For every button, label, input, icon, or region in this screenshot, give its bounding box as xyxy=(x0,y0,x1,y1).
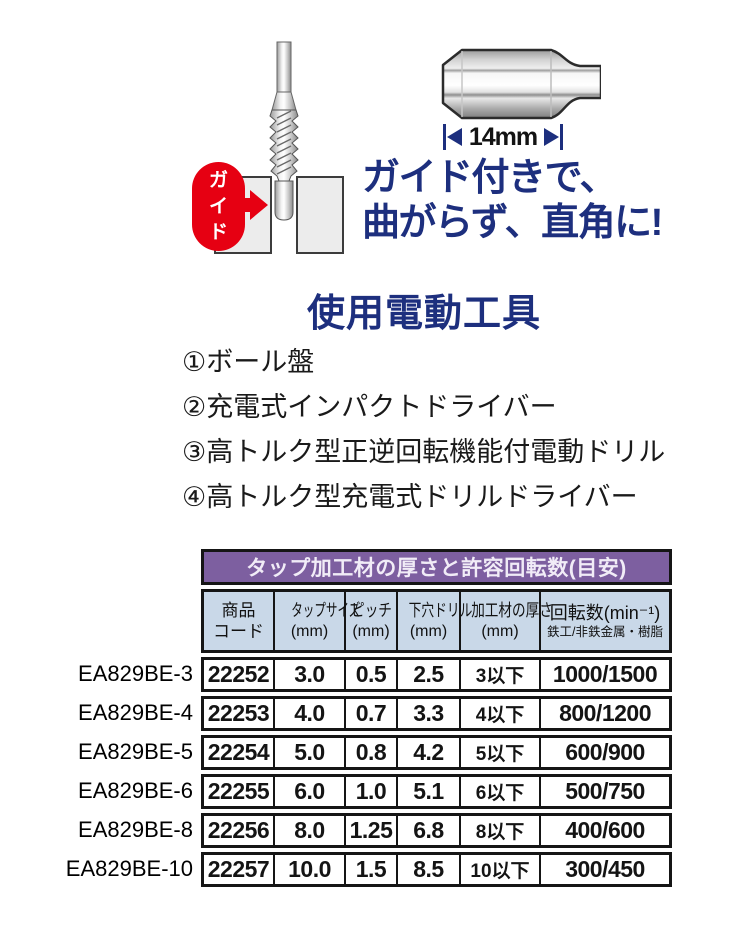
spec-cell: 8.5 xyxy=(398,852,461,887)
guide-badge-label: ガイド xyxy=(208,169,228,243)
spec-header-rpm: 回転数(min⁻¹) 鉄工/非鉄金属・樹脂 xyxy=(541,589,673,653)
spec-cell: 8以下 xyxy=(461,813,541,848)
table-row: 22255 6.0 1.0 5.1 6以下 500/750 xyxy=(201,774,673,809)
tools-list-item: ②充電式インパクトドライバー xyxy=(182,392,557,422)
tap-shank xyxy=(276,41,292,93)
spec-header-tap-size: タップサイズ (mm) xyxy=(275,589,360,653)
spec-cell: 1.5 xyxy=(346,852,398,887)
hex-shank-illustration xyxy=(441,48,601,120)
spec-cell: 4以下 xyxy=(461,696,541,731)
headline-line1: ガイド付きで、 xyxy=(362,157,617,199)
guide-badge: ガイド xyxy=(192,162,245,251)
guide-arrow-icon xyxy=(235,190,268,220)
spec-table: タップ加工材の厚さと許容回転数(目安) 商品 コード タップサイズ (mm) ピ… xyxy=(201,545,673,891)
table-row: 22253 4.0 0.7 3.3 4以下 800/1200 xyxy=(201,696,673,731)
spec-cell: 1.25 xyxy=(346,813,398,848)
spec-header-pilot-drill: 下穴ドリル (mm) xyxy=(398,589,472,653)
spec-cell: 1000/1500 xyxy=(541,657,673,692)
spec-cell: 600/900 xyxy=(541,735,673,770)
dimension-bar-right xyxy=(560,124,564,150)
spec-cell: 5以下 xyxy=(461,735,541,770)
spec-cell: 500/750 xyxy=(541,774,673,809)
product-code-label: EA829BE-5 xyxy=(78,738,193,764)
spec-cell: 6.0 xyxy=(275,774,346,809)
spec-cell: 300/450 xyxy=(541,852,673,887)
spec-cell: 10以下 xyxy=(461,852,541,887)
spec-cell: 5.1 xyxy=(398,774,461,809)
product-code-label: EA829BE-6 xyxy=(78,777,193,803)
dimension-annotation: 14mm xyxy=(428,120,578,154)
spec-cell: 4.0 xyxy=(275,696,346,731)
arrow-left-icon xyxy=(446,128,462,146)
hex-shank-body xyxy=(441,48,601,120)
product-code-label: EA829BE-8 xyxy=(78,816,193,842)
tap-thread-hatching xyxy=(276,110,292,175)
spec-cell: 22257 xyxy=(201,852,275,887)
spec-table-title-row: タップ加工材の厚さと許容回転数(目安) xyxy=(201,549,673,585)
arrow-right-icon xyxy=(544,128,560,146)
spec-table-title: タップ加工材の厚さと許容回転数(目安) xyxy=(201,549,673,585)
spec-cell: 1.0 xyxy=(346,774,398,809)
spec-cell: 6以下 xyxy=(461,774,541,809)
spec-cell: 0.7 xyxy=(346,696,398,731)
spec-cell: 0.5 xyxy=(346,657,398,692)
product-code-label: EA829BE-4 xyxy=(78,699,193,725)
spec-cell: 10.0 xyxy=(275,852,346,887)
spec-cell: 22254 xyxy=(201,735,275,770)
table-row: 22252 3.0 0.5 2.5 3以下 1000/1500 xyxy=(201,657,673,692)
product-code-label: EA829BE-3 xyxy=(78,660,193,686)
spec-cell: 22253 xyxy=(201,696,275,731)
spec-cell: 400/600 xyxy=(541,813,673,848)
workpiece-right-block xyxy=(296,176,344,254)
product-code-label: EA829BE-10 xyxy=(65,855,193,881)
tools-list-item: ③高トルク型正逆回転機能付電動ドリル xyxy=(182,437,666,467)
tools-heading: 使用電動工具 xyxy=(306,293,541,335)
spec-header-pitch: ピッチ (mm) xyxy=(346,589,398,653)
spec-cell: 8.0 xyxy=(275,813,346,848)
tools-list-item: ①ボール盤 xyxy=(182,347,315,377)
spec-cell: 22252 xyxy=(201,657,275,692)
tools-list: ①ボール盤 ②充電式インパクトドライバー ③高トルク型正逆回転機能付電動ドリル … xyxy=(182,340,665,520)
spec-cell: 22255 xyxy=(201,774,275,809)
tools-list-item: ④高トルク型充電式ドリルドライバー xyxy=(182,482,638,512)
spec-cell: 2.5 xyxy=(398,657,461,692)
product-code-labels: EA829BE-3 EA829BE-4 EA829BE-5 EA829BE-6 … xyxy=(20,654,193,888)
headline: ガイド付きで、 曲がらず、直角に! xyxy=(362,156,663,246)
spec-cell: 5.0 xyxy=(275,735,346,770)
spec-cell: 800/1200 xyxy=(541,696,673,731)
spec-table-header-row: 商品 コード タップサイズ (mm) ピッチ (mm) 下穴ドリル (mm) 加… xyxy=(201,589,673,653)
dimension-label: 14mm xyxy=(468,122,538,151)
table-row: 22254 5.0 0.8 4.2 5以下 600/900 xyxy=(201,735,673,770)
spec-cell: 3.0 xyxy=(275,657,346,692)
tap-neck xyxy=(271,91,297,111)
spec-cell: 4.2 xyxy=(398,735,461,770)
spec-cell: 3.3 xyxy=(398,696,461,731)
tap-guide-tip xyxy=(274,180,294,221)
table-row: 22257 10.0 1.5 8.5 10以下 300/450 xyxy=(201,852,673,887)
spec-cell: 0.8 xyxy=(346,735,398,770)
spec-cell: 3以下 xyxy=(461,657,541,692)
spec-header-product-code: 商品 コード xyxy=(201,589,275,653)
dimension-bar-left xyxy=(442,124,446,150)
table-row: 22256 8.0 1.25 6.8 8以下 400/600 xyxy=(201,813,673,848)
headline-line2: 曲がらず、直角に! xyxy=(362,202,663,244)
spec-cell: 22256 xyxy=(201,813,275,848)
spec-header-material-thickness: 加工材の厚さ (mm) xyxy=(461,589,553,653)
spec-cell: 6.8 xyxy=(398,813,461,848)
